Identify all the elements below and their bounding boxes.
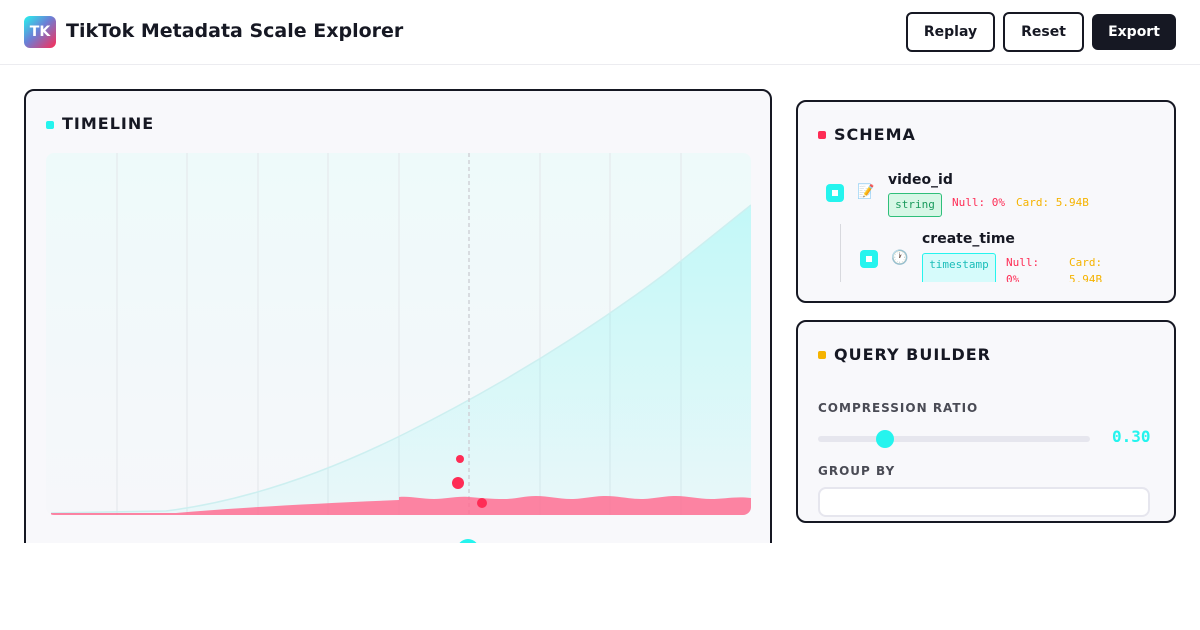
timeline-chart[interactable] <box>46 153 751 515</box>
compression-ratio-slider-thumb[interactable] <box>875 430 894 448</box>
schema-tree-connector <box>840 224 841 282</box>
metadata-point-small[interactable] <box>456 455 464 463</box>
timeline-scrub-handle[interactable] <box>457 539 479 543</box>
metadata-point-large[interactable] <box>452 477 464 489</box>
group-by-label: GROUP BY <box>818 464 896 478</box>
schema-title: SCHEMA <box>834 125 916 144</box>
field-cardinality-stat: Card: <box>1069 256 1103 269</box>
field-null-stat-value: 0% <box>1006 273 1020 282</box>
timeline-panel: TIMELINE <box>24 89 772 543</box>
field-cardinality-stat-value: 5.94B <box>1069 273 1103 282</box>
metadata-wave-area <box>51 496 751 515</box>
clock-icon: 🕐 <box>891 250 909 266</box>
reset-button[interactable]: Reset <box>1003 12 1084 52</box>
group-by-select[interactable] <box>818 487 1150 517</box>
field-checkbox[interactable] <box>860 250 878 268</box>
top-bar: TK TikTok Metadata Scale Explorer Replay… <box>0 0 1200 65</box>
timeline-title: TIMELINE <box>62 114 155 133</box>
metadata-point-medium[interactable] <box>477 498 487 508</box>
query-builder-panel: QUERY BUILDER COMPRESSION RATIO 0.30 GRO… <box>796 320 1176 523</box>
volume-area <box>51 205 751 515</box>
app-logo: TK <box>24 16 56 48</box>
memo-icon: 📝 <box>857 184 875 200</box>
query-builder-title: QUERY BUILDER <box>834 345 991 364</box>
field-type-badge: string <box>888 193 942 217</box>
compression-ratio-label: COMPRESSION RATIO <box>818 401 979 415</box>
timeline-accent-dot <box>46 121 54 129</box>
workspace: TIMELINE <box>0 66 1200 543</box>
export-button[interactable]: Export <box>1092 14 1176 50</box>
replay-button[interactable]: Replay <box>906 12 995 52</box>
field-null-stat: Null: 0% <box>952 196 1005 209</box>
field-checkbox[interactable] <box>826 184 844 202</box>
query-accent-dot <box>818 351 826 359</box>
volume-line <box>50 204 751 514</box>
field-type-badge: timestamp <box>922 253 996 282</box>
field-null-stat: Null: <box>1006 256 1040 269</box>
field-name: create_time <box>922 231 1015 247</box>
app-title: TikTok Metadata Scale Explorer <box>66 20 404 42</box>
compression-ratio-track[interactable] <box>818 436 1090 442</box>
schema-field-list: 📝 video_id string Null: 0% Card: 5.94B 🕐… <box>798 166 1174 282</box>
schema-accent-dot <box>818 131 826 139</box>
schema-panel: SCHEMA 📝 video_id string Null: 0% Card: … <box>796 100 1176 303</box>
field-cardinality-stat: Card: 5.94B <box>1016 196 1089 209</box>
field-name: video_id <box>888 172 953 188</box>
compression-ratio-value: 0.30 <box>1112 427 1151 446</box>
